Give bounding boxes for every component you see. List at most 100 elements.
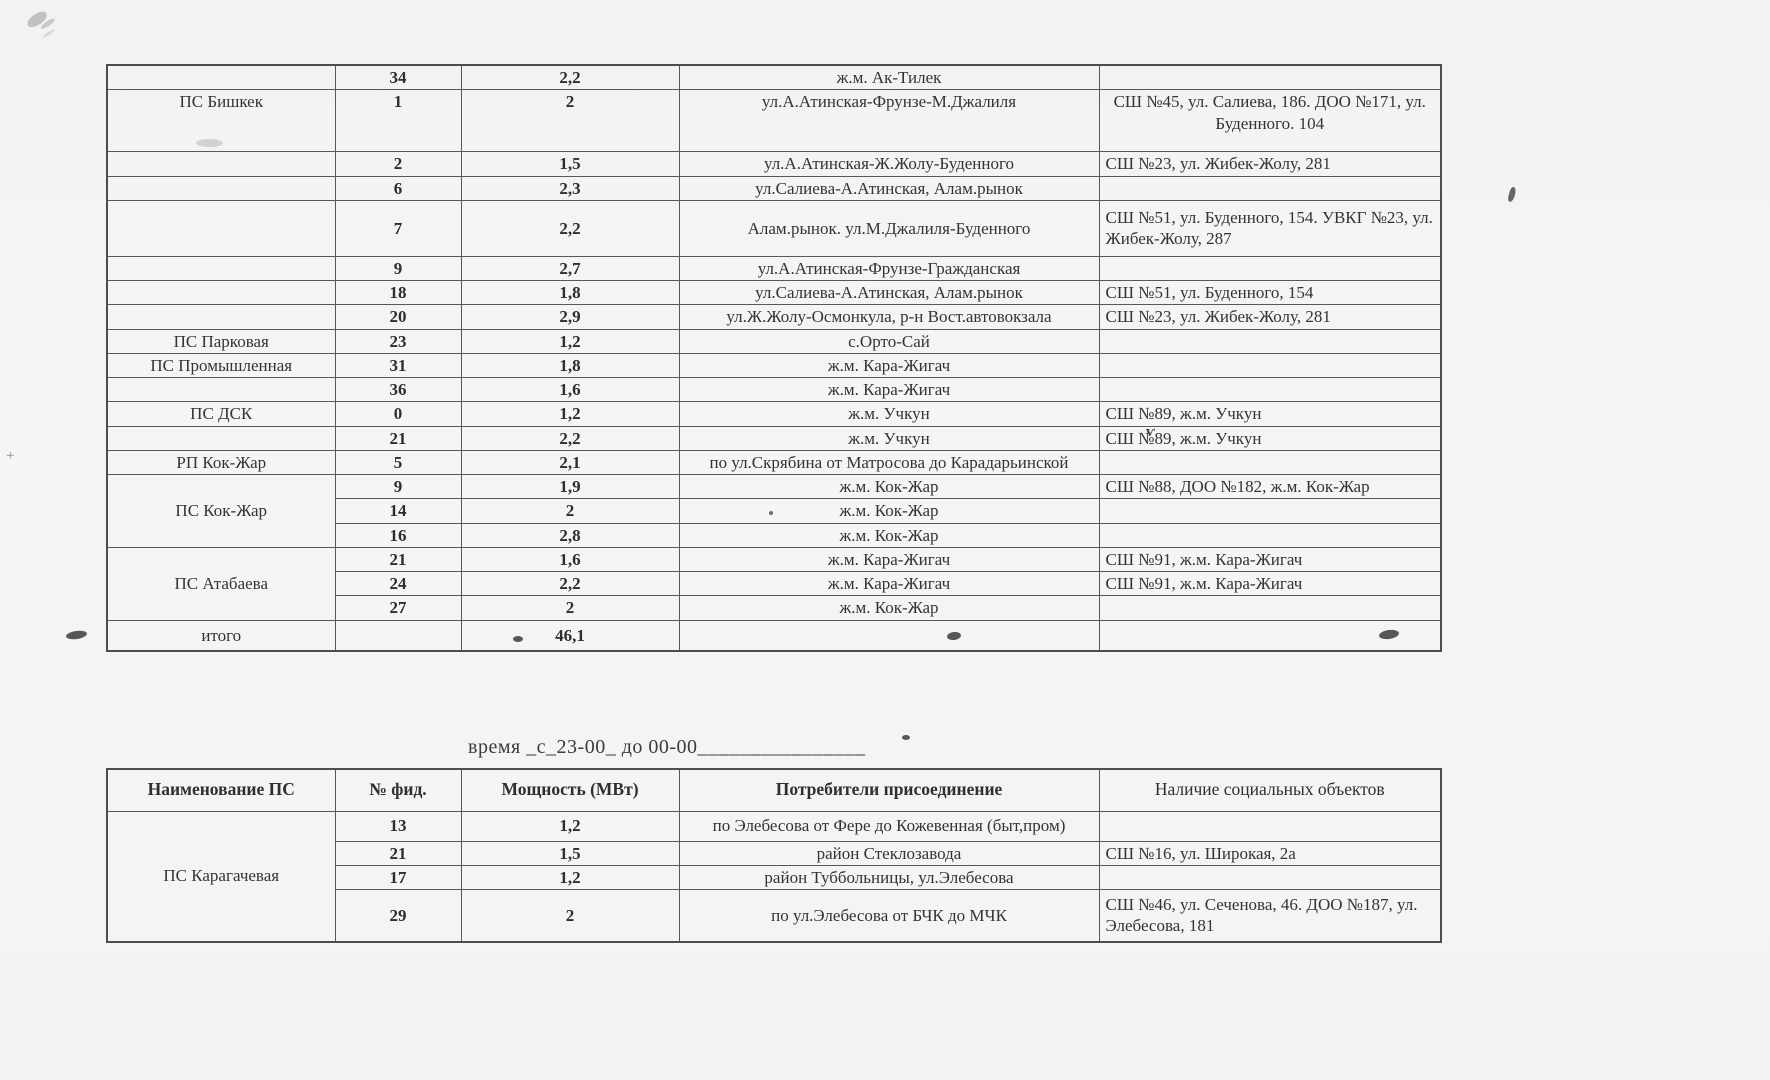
column-header-feeder: № фид.: [334, 768, 462, 812]
ps-name-cell: ПС Парковая: [106, 328, 336, 354]
stray-pen-mark: [1507, 186, 1517, 203]
ps-name-cell: ПС Кок-Жар: [106, 474, 336, 548]
table-row: итого 46,1: [106, 619, 1442, 652]
feeder-number-cell: 7: [334, 199, 462, 257]
consumer-cell: ж.м. Учкун: [678, 425, 1100, 451]
consumer-cell: ж.м. Кок-Жар: [678, 473, 1100, 500]
social-objects-cell: [1098, 255, 1442, 282]
time-note: время _с_23-00_ до 00-00________________: [468, 736, 866, 758]
social-objects-cell: СШ №23, ул. Жибек-Жолу, 281: [1098, 151, 1442, 177]
table-row: 2 1,5 ул.А.Атинская-Ж.Жолу-Буденного СШ №23…: [106, 151, 1442, 177]
feeder-number-cell: 24: [334, 570, 462, 597]
power-value-cell: 2,2: [460, 570, 680, 597]
feeder-number-cell: 21: [334, 546, 462, 573]
table-row: 34 2,2 ж.м. Ак-Тилек: [106, 64, 1442, 91]
feeder-number-cell: 9: [334, 473, 462, 500]
feeder-number-cell: 36: [334, 376, 462, 403]
scan-dash: [902, 735, 910, 740]
table-row: 29 2 по ул.Элебесова от БЧК до МЧК СШ №46, …: [107, 889, 1442, 942]
power-value-cell: 1,8: [460, 352, 680, 379]
table-row: ПС Промышленная 31 1,8 ж.м. Кара-Жигач: [106, 352, 1442, 379]
feeder-number-cell: 13: [334, 810, 462, 842]
ps-name-cell: ПС Промышленная: [106, 352, 336, 379]
ps-name-cell: [106, 175, 336, 201]
power-value-cell: 2,8: [460, 522, 680, 548]
social-objects-cell: [1098, 522, 1442, 548]
ps-name-cell: ПС Бишкек: [106, 89, 336, 153]
consumer-cell: ж.м. Кок-Жар: [678, 522, 1100, 548]
consumer-cell: по ул.Элебесова от БЧК до МЧК: [678, 889, 1100, 942]
feeder-number-cell: [334, 619, 462, 652]
power-value-cell: 1,9: [460, 473, 680, 500]
power-value-cell: 2,2: [460, 425, 680, 451]
table-row: 17 1,2 район Туббольницы, ул.Элебесова: [107, 864, 1442, 891]
consumer-cell: с.Орто-Сай: [678, 328, 1100, 354]
consumer-cell: ж.м. Кара-Жигач: [678, 546, 1100, 573]
table-row: 21 2,2 ж.м. Учкун СШ №89, ж.м. Учкун: [106, 425, 1442, 451]
column-header-power: Мощность (МВт): [460, 768, 680, 812]
power-value-cell: 1,2: [460, 864, 680, 891]
social-objects-cell: СШ №88, ДОО №182, ж.м. Кок-Жар: [1098, 473, 1442, 500]
social-objects-cell: СШ №23, ул. Жибек-Жолу, 281: [1098, 304, 1442, 330]
power-value-cell: 2: [460, 595, 680, 621]
consumer-cell: ж.м. Ак-Тилек: [678, 64, 1100, 91]
power-value-cell: 1,6: [460, 376, 680, 403]
consumer-cell: по Элебесова от Фере до Кожевенная (быт,…: [678, 810, 1100, 842]
table-row: 6 2,3 ул.Салиева-А.Атинская, Алам.рынок: [106, 175, 1442, 201]
table-row: 7 2,2 Алам.рынок. ул.М.Джалиля-Буденного СШ…: [106, 199, 1442, 257]
power-value-cell: 2,7: [460, 255, 680, 282]
feeder-table-lower: Наименование ПС № фид. Мощность (МВт) По…: [106, 768, 1442, 943]
power-value-cell: 1,8: [460, 279, 680, 306]
social-objects-cell: СШ №91, ж.м. Кара-Жигач: [1098, 546, 1442, 573]
social-objects-cell: СШ №46, ул. Сеченова, 46. ДОО №187, ул. …: [1098, 889, 1442, 942]
feeder-number-cell: 16: [334, 522, 462, 548]
consumer-cell: ул.А.Атинская-Ж.Жолу-Буденного: [678, 151, 1100, 177]
consumer-cell: Алам.рынок. ул.М.Джалиля-Буденного: [678, 199, 1100, 257]
social-objects-cell: СШ №89, ж.м. Учкун: [1098, 425, 1442, 451]
feeder-number-cell: 27: [334, 595, 462, 621]
social-objects-cell: СШ №45, ул. Салиева, 186. ДОО №171, ул. …: [1098, 89, 1442, 153]
ps-name-cell: [106, 304, 336, 330]
social-objects-cell: СШ №89, ж.м. Учкун: [1098, 401, 1442, 427]
table-row: ПС Парковая 23 1,2 с.Орто-Сай: [106, 328, 1442, 354]
feeder-number-cell: 23: [334, 328, 462, 354]
feeder-number-cell: 6: [334, 175, 462, 201]
consumer-cell: ж.м. Кара-Жигач: [678, 352, 1100, 379]
scan-dash: [65, 629, 88, 641]
social-objects-cell: [1098, 352, 1442, 379]
social-objects-cell: [1098, 449, 1442, 476]
consumer-cell: ул.Салиева-А.Атинская, Алам.рынок: [678, 175, 1100, 201]
social-objects-cell: СШ №16, ул. Широкая, 2а: [1098, 840, 1442, 866]
social-objects-cell: [1098, 619, 1442, 652]
ps-name-cell: [106, 376, 336, 403]
consumer-cell: ул.А.Атинская-Фрунзе-Гражданская: [678, 255, 1100, 282]
power-value-cell: 2,3: [460, 175, 680, 201]
social-objects-cell: [1098, 864, 1442, 891]
consumer-cell: район Туббольницы, ул.Элебесова: [678, 864, 1100, 891]
power-value-cell: 1,5: [460, 151, 680, 177]
ps-name-cell: [106, 279, 336, 306]
table-row: ПС Карагачевая 13 1,2 по Элебесова от Фере …: [106, 810, 1442, 942]
ps-name-cell: РП Кок-Жар: [106, 449, 336, 476]
feeder-number-cell: 21: [334, 425, 462, 451]
ps-name-cell: [106, 199, 336, 257]
ps-name-cell: ПС Атабаева: [106, 546, 336, 621]
consumer-cell: ж.м. Кок-Жар: [678, 595, 1100, 621]
column-header-social: Наличие социальных объектов: [1098, 768, 1442, 812]
table-row: 36 1,6 ж.м. Кара-Жигач: [106, 376, 1442, 403]
ps-name-cell: [106, 64, 336, 91]
feeder-number-cell: 0: [334, 401, 462, 427]
table-row: 21 1,5 район Стеклозавода СШ №16, ул. Широк…: [107, 840, 1442, 866]
social-objects-cell: СШ №51, ул. Буденного, 154: [1098, 279, 1442, 306]
consumer-cell: ул.Салиева-А.Атинская, Алам.рынок: [678, 279, 1100, 306]
consumer-cell: ул.Ж.Жолу-Осмонкула, р-н Вост.автовокзал…: [678, 304, 1100, 330]
social-objects-cell: [1098, 64, 1442, 91]
table-row: ПС Атабаева 21 1,6 ж.м. Кара-Жигач СШ №91, ж…: [106, 546, 1442, 621]
feeder-number-cell: 2: [334, 151, 462, 177]
power-value-cell: 2: [460, 89, 680, 153]
table-row: ПС Бишкек 1 2 ул.А.Атинская-Фрунзе-М.Джалил…: [106, 89, 1442, 153]
consumer-cell: ж.м. Кок-Жар: [678, 498, 1100, 524]
feeder-number-cell: 5: [334, 449, 462, 476]
feeder-number-cell: 31: [334, 352, 462, 379]
ps-name-cell: [106, 151, 336, 177]
